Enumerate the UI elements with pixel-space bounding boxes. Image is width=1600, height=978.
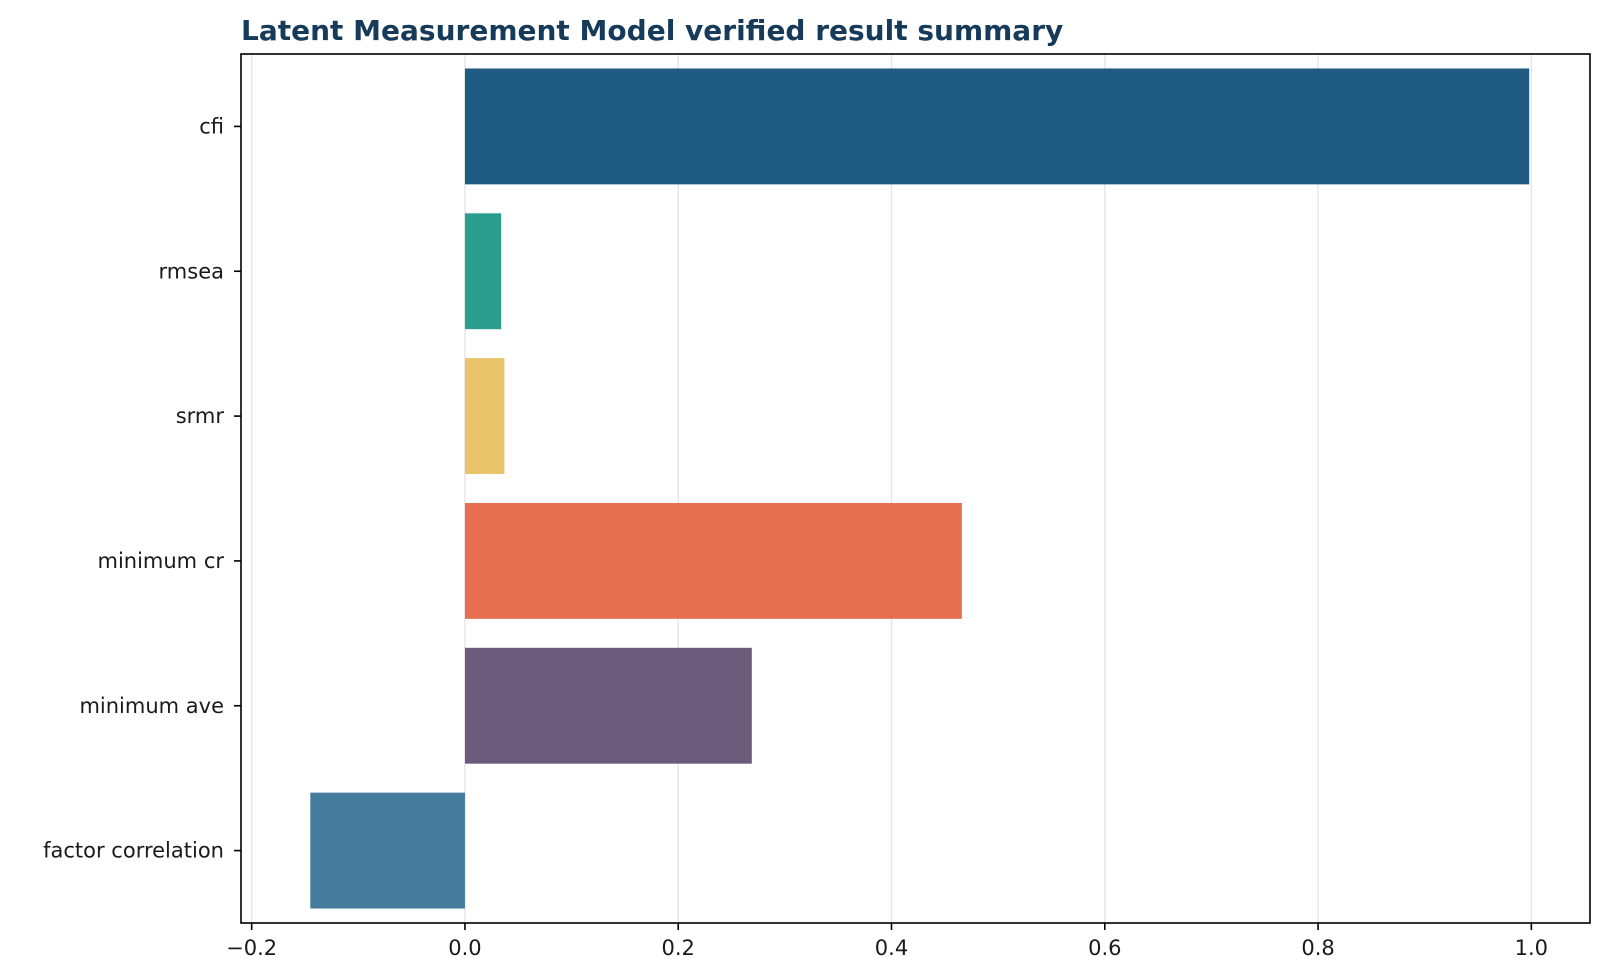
bar-rmsea — [464, 213, 502, 330]
y-tick-label: minimum cr — [97, 549, 224, 573]
bar-srmr — [464, 358, 505, 475]
x-axis-ticks: −0.2 0.0 0.2 0.4 0.6 0.8 1.0 — [226, 923, 1548, 960]
x-tick-label: 1.0 — [1515, 936, 1548, 960]
plot-frame — [240, 53, 1591, 924]
y-tick-label: factor correlation — [43, 839, 224, 863]
bar-cfi — [464, 68, 1530, 185]
y-tick-label: rmsea — [159, 259, 224, 283]
chart-title: Latent Measurement Model verified result… — [241, 14, 1063, 47]
y-tick-label: srmr — [176, 404, 225, 428]
x-tick-label: 0.0 — [448, 936, 481, 960]
y-tick-label: cfi — [199, 114, 224, 138]
bar-minimum-ave — [464, 647, 752, 764]
gridlines — [251, 54, 1532, 923]
bar-minimum-cr — [464, 502, 962, 619]
x-tick-label: 0.6 — [1088, 936, 1121, 960]
bar-factor-correlation — [310, 792, 465, 909]
x-tick-label: 0.2 — [662, 936, 695, 960]
y-tick-label: minimum ave — [79, 694, 224, 718]
x-tick-label: 0.8 — [1301, 936, 1334, 960]
x-tick-label: −0.2 — [226, 936, 277, 960]
bars — [310, 68, 1530, 909]
y-axis-ticks: cfi rmsea srmr minimum cr minimum ave factor … — [43, 114, 241, 863]
x-tick-label: 0.4 — [875, 936, 908, 960]
